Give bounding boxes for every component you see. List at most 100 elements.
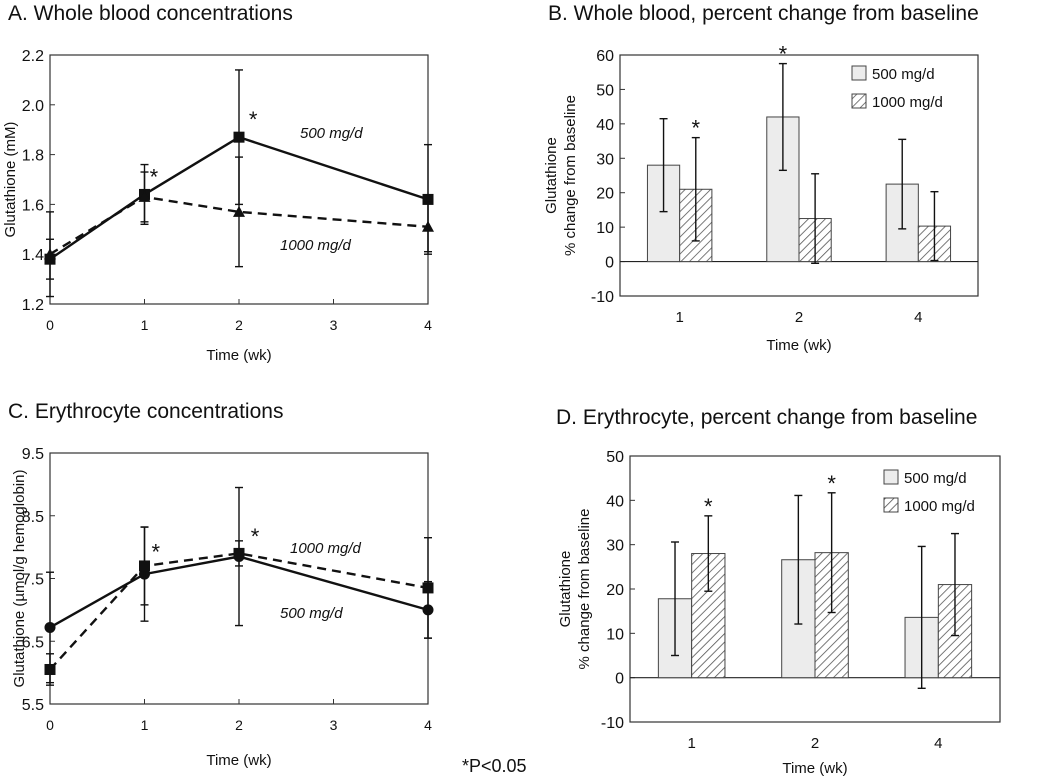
chart-panel-b: B. Whole blood, percent change from base… xyxy=(543,2,979,354)
y-tick-label: 60 xyxy=(596,48,614,65)
data-point xyxy=(138,190,151,202)
y-tick-label: 40 xyxy=(606,493,624,510)
y-axis-label-line: % change from baseline xyxy=(562,95,579,256)
x-axis-label: Time (wk) xyxy=(782,760,847,777)
significance-marker: * xyxy=(251,524,260,549)
series-inline-label: 1000 mg/d xyxy=(290,540,362,557)
y-tick-label: -10 xyxy=(591,289,614,306)
significance-marker: * xyxy=(152,540,161,565)
panel-title: B. Whole blood, percent change from base… xyxy=(548,2,979,25)
y-tick-label: 20 xyxy=(596,186,614,203)
y-axis-label-line: Glutathione xyxy=(543,137,560,214)
x-tick-label: 2 xyxy=(235,317,243,333)
x-axis-label: Time (wk) xyxy=(206,347,271,364)
chart-panel-d: D. Erythrocyte, percent change from base… xyxy=(556,406,1001,777)
x-tick-label: 3 xyxy=(330,717,338,733)
series-line xyxy=(49,555,429,629)
x-tick-label: 2 xyxy=(795,309,803,326)
x-tick-label: 1 xyxy=(687,735,695,752)
x-tick-label: 2 xyxy=(811,735,819,752)
legend-swatch xyxy=(883,497,899,513)
y-tick-label: 1.6 xyxy=(22,197,44,214)
x-tick-label: 4 xyxy=(934,735,942,752)
y-tick-label: 8.5 xyxy=(22,509,44,526)
y-axis-label: Glutathione% change from baseline xyxy=(543,95,579,256)
legend-swatch xyxy=(851,93,867,109)
y-tick-label: 0 xyxy=(615,671,624,688)
y-tick-label: 50 xyxy=(596,82,614,99)
y-axis-label-line: Glutathione xyxy=(557,551,574,628)
legend: 500 mg/d 1000 mg/d xyxy=(851,65,943,111)
x-tick-label: 1 xyxy=(141,317,149,333)
series-inline-label: 1000 mg/d xyxy=(280,237,352,254)
y-axis-label-line: % change from baseline xyxy=(576,509,593,670)
legend-label: 1000 mg/d xyxy=(872,94,943,111)
significance-marker: * xyxy=(691,116,700,141)
chart-panel-a: A. Whole blood concentrations Time (wk) Gl… xyxy=(2,2,434,364)
y-tick-label: 1.4 xyxy=(22,247,44,264)
y-tick-label: 0 xyxy=(605,255,614,272)
x-axis-label: Time (wk) xyxy=(206,752,271,769)
x-tick-label: 4 xyxy=(424,317,432,333)
data-point xyxy=(233,547,245,559)
data-point xyxy=(422,220,434,232)
series-inline-label: 500 mg/d xyxy=(300,125,363,142)
data-point xyxy=(44,663,56,675)
x-tick-label: 3 xyxy=(330,317,338,333)
y-tick-label: 30 xyxy=(596,151,614,168)
legend-swatch xyxy=(851,65,867,81)
x-tick-label: 0 xyxy=(46,317,54,333)
x-tick-label: 1 xyxy=(675,309,683,326)
chart-panel-c: C. Erythrocyte concentrations Time (wk) Gl… xyxy=(8,400,434,769)
panel-title: A. Whole blood concentrations xyxy=(8,2,293,25)
data-point xyxy=(44,621,56,633)
y-tick-label: 6.5 xyxy=(22,634,44,651)
data-point xyxy=(139,560,150,572)
y-tick-label: 1.8 xyxy=(22,148,44,165)
x-tick-label: 2 xyxy=(235,717,243,733)
series-line xyxy=(49,135,429,261)
x-axis-label: Time (wk) xyxy=(766,337,831,354)
y-axis-label: Glutathione (mM) xyxy=(2,122,19,238)
y-tick-label: 50 xyxy=(606,449,624,466)
legend-label: 500 mg/d xyxy=(904,470,967,487)
legend: 500 mg/d 1000 mg/d xyxy=(883,469,975,515)
legend-swatch xyxy=(883,469,899,485)
series-line xyxy=(49,552,429,671)
series-line xyxy=(49,195,429,256)
x-tick-label: 4 xyxy=(424,717,432,733)
significance-marker: * xyxy=(827,471,836,496)
y-tick-label: 10 xyxy=(606,626,624,643)
data-point xyxy=(422,582,434,594)
y-tick-label: 20 xyxy=(606,582,624,599)
y-tick-label: 30 xyxy=(606,538,624,555)
x-tick-label: 0 xyxy=(46,717,54,733)
y-tick-label: -10 xyxy=(601,715,624,732)
significance-marker: * xyxy=(779,42,788,67)
panel-title: D. Erythrocyte, percent change from base… xyxy=(556,406,977,429)
y-axis-label: Glutathione (µmol/g hemoglobin) xyxy=(11,470,28,688)
significance-marker: * xyxy=(704,494,713,519)
plot-frame xyxy=(619,54,979,297)
panel-title: C. Erythrocyte concentrations xyxy=(8,400,283,423)
y-tick-label: 2.2 xyxy=(22,48,44,65)
significance-footnote: *P<0.05 xyxy=(462,756,527,776)
y-tick-label: 2.0 xyxy=(22,98,44,115)
data-point xyxy=(44,248,56,260)
data-point xyxy=(233,205,245,217)
legend-label: 1000 mg/d xyxy=(904,498,975,515)
y-tick-label: 40 xyxy=(596,117,614,134)
y-tick-label: 9.5 xyxy=(22,446,44,463)
data-point xyxy=(233,131,245,143)
chart-layer: A. Whole blood concentrations Time (wk) Gl… xyxy=(2,2,1001,777)
x-tick-label: 1 xyxy=(141,717,149,733)
significance-marker: * xyxy=(249,107,258,132)
x-tick-label: 4 xyxy=(914,309,922,326)
legend-label: 500 mg/d xyxy=(872,66,935,83)
y-tick-label: 1.2 xyxy=(22,297,44,314)
y-tick-label: 5.5 xyxy=(22,697,44,714)
significance-marker: * xyxy=(150,164,159,189)
y-tick-label: 7.5 xyxy=(22,572,44,589)
series-inline-label: 500 mg/d xyxy=(280,605,343,622)
